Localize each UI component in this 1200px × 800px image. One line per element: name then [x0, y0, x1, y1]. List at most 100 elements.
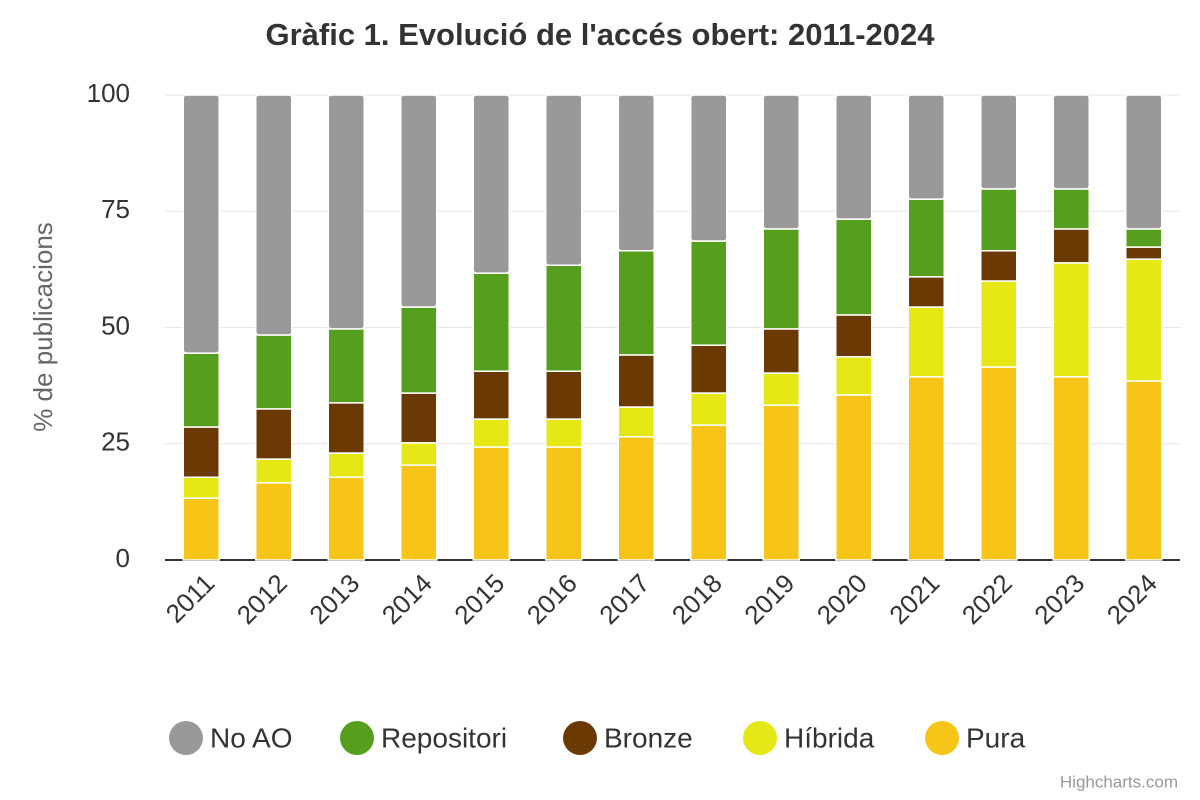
bar-segment	[255, 458, 293, 484]
bar-segment	[327, 94, 365, 330]
bar-segment	[835, 394, 873, 561]
bar-segment	[907, 276, 945, 308]
bar-segment	[1125, 94, 1163, 230]
legend-label[interactable]: Bronze	[604, 722, 693, 753]
bar-segment	[617, 406, 655, 438]
legend-label[interactable]: Pura	[966, 722, 1026, 753]
chart-title: Gràfic 1. Evolució de l'accés obert: 201…	[265, 17, 935, 52]
bar-segment	[472, 94, 510, 274]
bar-segment	[545, 264, 583, 372]
bar-segment	[545, 446, 583, 561]
bar-segment	[327, 402, 365, 454]
bar-segment	[327, 452, 365, 478]
bar-segment	[907, 306, 945, 378]
bar-segment	[1125, 258, 1163, 382]
x-tick-label: 2012	[231, 568, 293, 630]
x-tick-label: 2022	[956, 568, 1018, 630]
bar-segment	[980, 280, 1018, 368]
bar-segment	[762, 404, 800, 561]
bar-segment	[835, 356, 873, 396]
bar-segment	[545, 94, 583, 266]
y-axis-title: % de publicacions	[28, 222, 58, 432]
bar-segment	[472, 418, 510, 448]
bar-segment	[907, 376, 945, 561]
bar-segment	[690, 392, 728, 426]
credits[interactable]: Highcharts.com	[1060, 772, 1178, 791]
y-tick-label: 100	[87, 78, 130, 108]
bar-segment	[617, 354, 655, 408]
bar-segment	[472, 446, 510, 561]
bar-segment	[255, 408, 293, 460]
bar-segment	[182, 476, 220, 499]
x-tick-label: 2014	[376, 568, 438, 630]
x-tick-label: 2023	[1028, 568, 1090, 630]
bar-segment	[182, 497, 220, 561]
bar-segment	[400, 442, 438, 466]
bar-segment	[762, 228, 800, 330]
bar-segment	[182, 94, 220, 354]
bar-segment	[400, 306, 438, 394]
bar-segment	[545, 418, 583, 448]
legend-marker	[169, 721, 203, 755]
legend-label[interactable]: Repositori	[381, 722, 507, 753]
bar-segment	[907, 94, 945, 200]
bar-segment	[835, 314, 873, 358]
bar-segment	[617, 436, 655, 561]
x-tick-label: 2011	[160, 568, 221, 629]
bar-segment	[1052, 228, 1090, 264]
bar-segment	[690, 240, 728, 346]
bar-segment	[472, 370, 510, 420]
x-tick-label: 2020	[811, 568, 873, 630]
bar-segment	[1125, 380, 1163, 561]
bar-segment	[1052, 376, 1090, 561]
legend-marker	[743, 721, 777, 755]
bar-segment	[1052, 262, 1090, 378]
bar-segment	[255, 482, 293, 561]
x-tick-label: 2024	[1101, 568, 1163, 630]
bar-segment	[400, 94, 438, 308]
bar-segment	[1052, 94, 1090, 190]
bar-segment	[762, 328, 800, 374]
bar-segment	[400, 392, 438, 444]
y-tick-label: 75	[101, 194, 130, 224]
bar-segment	[690, 94, 728, 242]
x-tick-label: 2013	[303, 568, 365, 630]
x-tick-label: 2019	[738, 568, 800, 630]
bar-segment	[255, 94, 293, 336]
x-tick-label: 2015	[448, 568, 510, 630]
legend-marker	[340, 721, 374, 755]
legend-label[interactable]: No AO	[210, 722, 292, 753]
bar-segment	[835, 94, 873, 220]
legend-label[interactable]: Híbrida	[784, 722, 875, 753]
bar-segment	[182, 352, 220, 428]
y-tick-label: 50	[101, 310, 130, 340]
bar-segment	[907, 198, 945, 278]
bar-segment	[327, 328, 365, 404]
bar-segment	[182, 426, 220, 478]
bar-segment	[1125, 228, 1163, 248]
bar-segment	[980, 94, 1018, 190]
bar-segment	[400, 464, 438, 561]
bar-segment	[1052, 188, 1090, 230]
bar-segment	[617, 250, 655, 356]
legend-marker	[925, 721, 959, 755]
bar-segment	[762, 94, 800, 230]
bar-segment	[762, 372, 800, 406]
bar-segment	[980, 250, 1018, 282]
x-tick-label: 2021	[883, 568, 945, 630]
bar-segment	[980, 188, 1018, 252]
x-tick-label: 2017	[593, 568, 655, 630]
bar-segment	[690, 344, 728, 394]
y-tick-label: 0	[116, 543, 130, 573]
x-tick-label: 2016	[521, 568, 583, 630]
bar-segment	[690, 424, 728, 561]
bar-segment	[980, 366, 1018, 561]
bar-segment	[545, 370, 583, 420]
legend-marker	[563, 721, 597, 755]
bar-segment	[1125, 246, 1163, 260]
bar-segment	[327, 476, 365, 561]
bar-segment	[835, 218, 873, 316]
bar-segment	[472, 272, 510, 372]
x-tick-label: 2018	[666, 568, 728, 630]
